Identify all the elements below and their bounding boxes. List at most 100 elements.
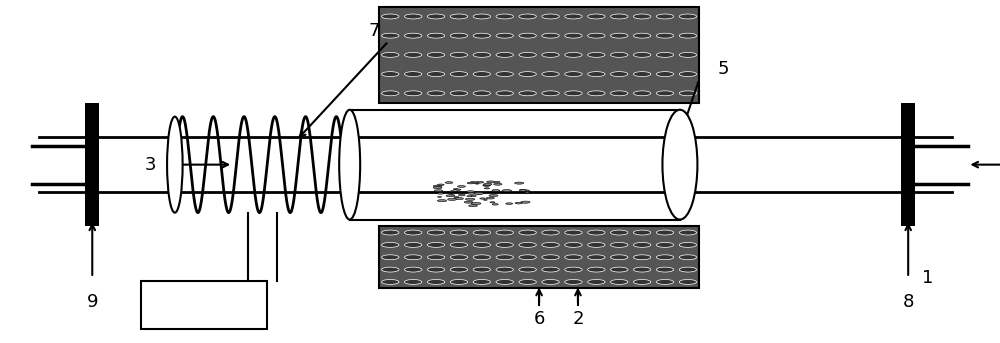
Ellipse shape	[656, 280, 674, 284]
Ellipse shape	[565, 14, 582, 19]
Ellipse shape	[484, 183, 492, 185]
Ellipse shape	[427, 14, 445, 19]
Ellipse shape	[450, 91, 468, 96]
Ellipse shape	[588, 255, 605, 260]
Ellipse shape	[588, 267, 605, 272]
Ellipse shape	[382, 230, 399, 235]
Ellipse shape	[633, 33, 651, 38]
Ellipse shape	[465, 198, 475, 200]
Ellipse shape	[382, 72, 399, 76]
Ellipse shape	[519, 255, 536, 260]
Ellipse shape	[492, 204, 498, 205]
Ellipse shape	[656, 267, 674, 272]
Ellipse shape	[483, 199, 487, 200]
Ellipse shape	[437, 184, 444, 186]
Ellipse shape	[542, 255, 559, 260]
Ellipse shape	[382, 280, 399, 284]
Ellipse shape	[611, 52, 628, 57]
Ellipse shape	[633, 230, 651, 235]
Ellipse shape	[382, 267, 399, 272]
Ellipse shape	[450, 243, 468, 247]
Ellipse shape	[473, 243, 491, 247]
Ellipse shape	[519, 72, 536, 76]
Text: 1: 1	[922, 269, 933, 287]
Ellipse shape	[519, 14, 536, 19]
Ellipse shape	[450, 280, 468, 284]
Text: 8: 8	[903, 293, 914, 311]
Ellipse shape	[454, 197, 459, 198]
Ellipse shape	[519, 91, 536, 96]
Ellipse shape	[427, 33, 445, 38]
Ellipse shape	[611, 255, 628, 260]
Ellipse shape	[494, 183, 502, 185]
Ellipse shape	[496, 33, 513, 38]
Ellipse shape	[633, 14, 651, 19]
Ellipse shape	[471, 202, 481, 204]
Ellipse shape	[404, 91, 422, 96]
Ellipse shape	[467, 182, 474, 184]
Ellipse shape	[496, 255, 513, 260]
Ellipse shape	[404, 267, 422, 272]
Ellipse shape	[520, 189, 524, 190]
Ellipse shape	[473, 91, 491, 96]
Ellipse shape	[382, 255, 399, 260]
Ellipse shape	[633, 255, 651, 260]
Ellipse shape	[404, 230, 422, 235]
Ellipse shape	[679, 91, 697, 96]
Ellipse shape	[437, 193, 444, 194]
Ellipse shape	[473, 255, 491, 260]
Ellipse shape	[475, 183, 479, 184]
Ellipse shape	[404, 14, 422, 19]
Ellipse shape	[382, 52, 399, 57]
Ellipse shape	[633, 91, 651, 96]
Ellipse shape	[167, 117, 183, 213]
Ellipse shape	[496, 52, 513, 57]
Ellipse shape	[633, 243, 651, 247]
Ellipse shape	[506, 203, 513, 204]
Ellipse shape	[450, 255, 468, 260]
Ellipse shape	[446, 195, 455, 197]
Ellipse shape	[519, 267, 536, 272]
Text: 9: 9	[87, 293, 98, 311]
Ellipse shape	[480, 198, 485, 199]
Ellipse shape	[470, 181, 478, 183]
Ellipse shape	[611, 14, 628, 19]
Ellipse shape	[519, 52, 536, 57]
Ellipse shape	[448, 198, 457, 200]
Ellipse shape	[565, 243, 582, 247]
Ellipse shape	[656, 14, 674, 19]
Ellipse shape	[656, 33, 674, 38]
Ellipse shape	[404, 72, 422, 76]
Ellipse shape	[656, 243, 674, 247]
Ellipse shape	[434, 190, 443, 192]
Ellipse shape	[483, 184, 489, 186]
Ellipse shape	[455, 189, 461, 190]
Ellipse shape	[542, 230, 559, 235]
Ellipse shape	[525, 192, 530, 193]
Ellipse shape	[656, 72, 674, 76]
Ellipse shape	[679, 52, 697, 57]
Ellipse shape	[382, 33, 399, 38]
Ellipse shape	[588, 33, 605, 38]
Ellipse shape	[542, 72, 559, 76]
Ellipse shape	[565, 230, 582, 235]
Ellipse shape	[521, 201, 530, 203]
Text: 2: 2	[572, 310, 584, 328]
Ellipse shape	[427, 230, 445, 235]
Ellipse shape	[339, 110, 360, 220]
Ellipse shape	[611, 280, 628, 284]
Ellipse shape	[437, 200, 447, 202]
Ellipse shape	[515, 202, 522, 204]
Ellipse shape	[542, 91, 559, 96]
Ellipse shape	[467, 192, 476, 194]
Ellipse shape	[467, 191, 474, 192]
Ellipse shape	[450, 14, 468, 19]
Ellipse shape	[404, 280, 422, 284]
Ellipse shape	[565, 280, 582, 284]
Text: 7: 7	[368, 22, 380, 40]
Ellipse shape	[565, 267, 582, 272]
Ellipse shape	[454, 198, 463, 200]
Ellipse shape	[427, 52, 445, 57]
Ellipse shape	[484, 188, 490, 189]
Ellipse shape	[679, 243, 697, 247]
